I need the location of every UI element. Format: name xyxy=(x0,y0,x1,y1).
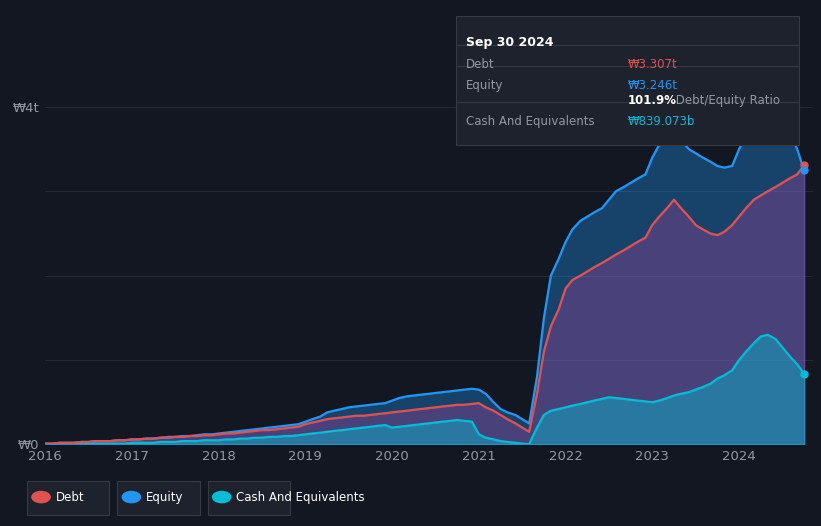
Text: Cash And Equivalents: Cash And Equivalents xyxy=(466,115,595,128)
Text: Debt: Debt xyxy=(56,491,85,503)
Text: Sep 30 2024: Sep 30 2024 xyxy=(466,36,554,49)
Text: ₩3.307t: ₩3.307t xyxy=(627,58,677,71)
Text: ₩3.246t: ₩3.246t xyxy=(627,79,677,92)
Text: ₩839.073b: ₩839.073b xyxy=(627,115,695,128)
Text: Cash And Equivalents: Cash And Equivalents xyxy=(236,491,365,503)
Text: Debt/Equity Ratio: Debt/Equity Ratio xyxy=(672,94,780,107)
Text: Equity: Equity xyxy=(466,79,504,92)
Text: Equity: Equity xyxy=(146,491,184,503)
Text: 101.9%: 101.9% xyxy=(627,94,677,107)
Text: Debt: Debt xyxy=(466,58,495,71)
